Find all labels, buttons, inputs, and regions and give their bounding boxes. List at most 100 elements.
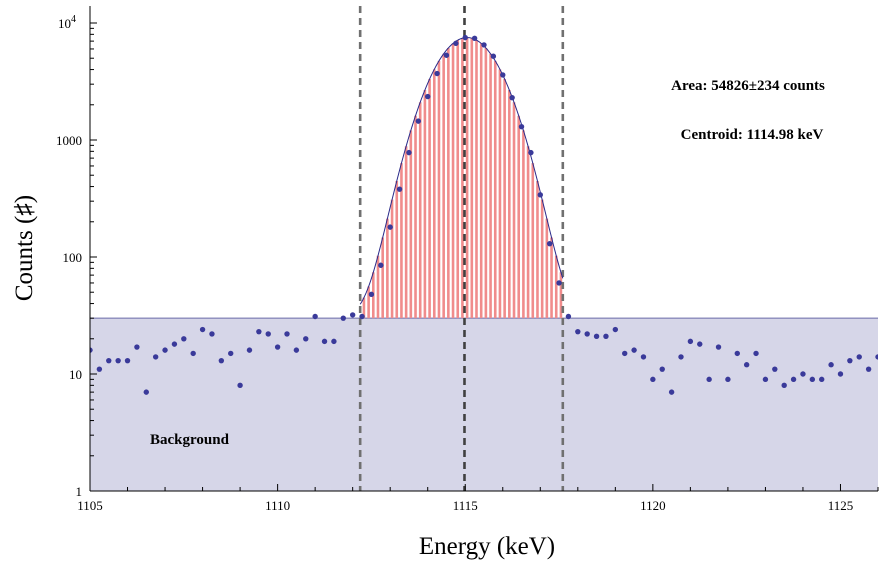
x-tick-label: 1110 bbox=[265, 498, 290, 513]
data-point bbox=[856, 354, 862, 360]
data-point bbox=[668, 389, 675, 395]
data-point bbox=[378, 262, 384, 268]
y-tick-label: 1000 bbox=[56, 133, 82, 148]
data-point bbox=[274, 344, 281, 350]
data-point bbox=[425, 93, 431, 100]
data-point bbox=[284, 331, 290, 337]
data-point bbox=[575, 328, 581, 335]
data-point bbox=[228, 350, 234, 357]
data-point bbox=[171, 341, 178, 347]
data-point bbox=[471, 35, 478, 41]
background-region bbox=[90, 317, 878, 491]
data-point bbox=[90, 347, 93, 353]
x-tick-label: 1115 bbox=[453, 498, 478, 513]
data-point bbox=[246, 347, 253, 353]
data-point bbox=[490, 53, 497, 59]
data-point bbox=[706, 376, 712, 383]
data-points bbox=[90, 34, 878, 395]
data-point bbox=[593, 333, 600, 340]
data-point bbox=[781, 382, 787, 389]
data-point bbox=[134, 344, 140, 350]
data-point bbox=[199, 326, 206, 333]
data-point bbox=[387, 224, 393, 230]
data-point bbox=[312, 313, 318, 320]
x-tick-label: 1120 bbox=[640, 498, 666, 513]
data-point bbox=[809, 376, 816, 383]
data-point bbox=[753, 350, 759, 357]
data-point bbox=[837, 371, 844, 377]
centroid-annotation: Centroid: 1114.98 keV bbox=[681, 127, 824, 143]
axes bbox=[89, 6, 878, 492]
data-point bbox=[631, 347, 637, 353]
y-tick-label: 100 bbox=[63, 250, 83, 265]
data-point bbox=[847, 357, 853, 364]
data-point bbox=[218, 357, 225, 364]
data-point bbox=[359, 313, 365, 320]
data-point bbox=[546, 240, 553, 247]
data-point bbox=[443, 52, 450, 58]
area-annotation: Area: 54826±234 counts bbox=[671, 78, 825, 94]
data-point bbox=[115, 357, 121, 364]
x-axis-title: Energy (keV) bbox=[419, 533, 555, 560]
x-tick-label: 1125 bbox=[828, 498, 854, 513]
y-tick-label: 10 bbox=[69, 367, 82, 382]
y-axis-title: Counts (♯) bbox=[11, 195, 38, 301]
data-point bbox=[256, 328, 262, 335]
data-point bbox=[687, 338, 694, 345]
data-point bbox=[734, 350, 740, 357]
fit-curve bbox=[359, 37, 564, 305]
data-point bbox=[368, 291, 375, 297]
data-point bbox=[106, 357, 112, 364]
data-point bbox=[875, 354, 878, 360]
x-axis-ticks: 1105 1110 1115 1120 1125 bbox=[77, 484, 879, 513]
y-axis-ticks: 1 10 100 1000 104 bbox=[56, 14, 97, 499]
data-point bbox=[819, 376, 825, 383]
data-point bbox=[462, 34, 468, 41]
data-point bbox=[612, 326, 619, 333]
data-point bbox=[181, 336, 187, 342]
data-point bbox=[143, 389, 149, 395]
data-point bbox=[509, 94, 515, 101]
data-point bbox=[762, 376, 769, 383]
data-point bbox=[622, 350, 628, 357]
data-point bbox=[659, 366, 665, 372]
data-point bbox=[650, 376, 656, 383]
data-point bbox=[640, 354, 647, 360]
data-point bbox=[406, 149, 412, 156]
data-point bbox=[715, 344, 722, 350]
data-point bbox=[603, 333, 609, 340]
data-point bbox=[321, 338, 328, 345]
data-point bbox=[293, 347, 300, 353]
data-point bbox=[162, 347, 168, 353]
data-point bbox=[678, 354, 684, 360]
data-point bbox=[396, 186, 403, 192]
data-point bbox=[152, 354, 159, 360]
data-point bbox=[237, 382, 243, 389]
data-point bbox=[556, 280, 562, 286]
data-point bbox=[303, 336, 309, 342]
data-point bbox=[96, 366, 103, 372]
y-tick-label: 1 bbox=[76, 484, 83, 499]
data-point bbox=[331, 338, 337, 345]
background-fill bbox=[90, 318, 878, 491]
data-point bbox=[209, 331, 215, 337]
data-point bbox=[434, 70, 440, 77]
data-point bbox=[697, 341, 703, 347]
data-point bbox=[415, 118, 422, 124]
data-point bbox=[725, 376, 731, 383]
background-label: Background bbox=[150, 432, 230, 448]
data-point bbox=[518, 123, 525, 130]
data-point bbox=[124, 357, 131, 364]
data-point bbox=[790, 376, 797, 383]
data-point bbox=[772, 366, 778, 372]
data-point bbox=[528, 149, 534, 156]
x-tick-label: 1105 bbox=[77, 498, 103, 513]
data-point bbox=[865, 366, 872, 372]
data-point bbox=[340, 315, 346, 321]
data-point bbox=[584, 331, 590, 337]
integration-region-lines bbox=[358, 6, 565, 491]
data-point bbox=[800, 371, 806, 377]
data-point bbox=[743, 362, 750, 368]
data-point bbox=[481, 42, 487, 48]
